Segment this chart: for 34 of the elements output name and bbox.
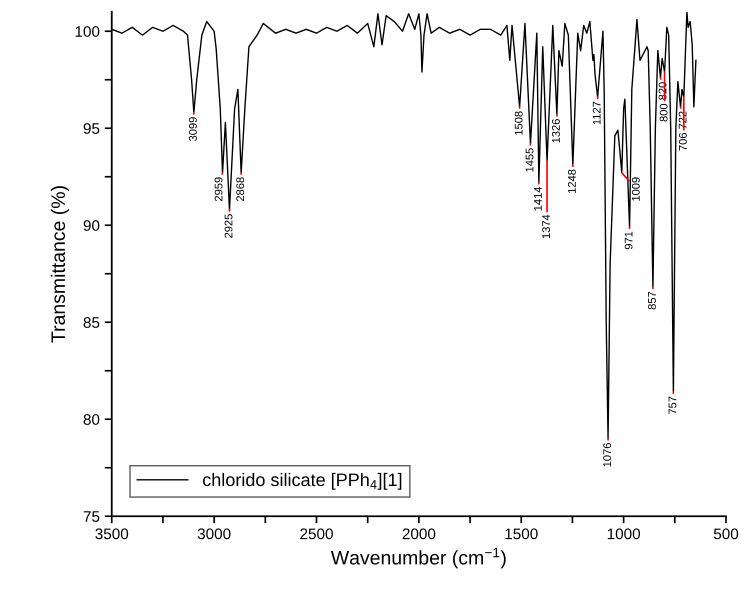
annotation: 800 (660, 104, 668, 122)
annotation: 706 (678, 133, 687, 150)
x-tick-label: 500 (714, 528, 738, 540)
annotation: 1508 (514, 111, 523, 135)
annotation: 1009 (632, 177, 640, 201)
annotation: 2868 (236, 177, 244, 202)
annotation: 1326 (552, 119, 560, 143)
annotation: 2959 (214, 177, 222, 202)
annotation: 1248 (568, 170, 576, 193)
y-axis-title: Transmittance (%) (50, 186, 69, 343)
y-tick-label: 75 (84, 511, 100, 522)
annotation: 757 (668, 396, 676, 414)
annotation: 3099 (188, 117, 197, 142)
y-tick-label: 90 (84, 220, 100, 231)
y-tick-label: 100 (76, 26, 100, 37)
annotation: 1374 (542, 214, 550, 238)
annotation: 1414 (534, 186, 542, 210)
x-tick-label: 1000 (608, 528, 640, 540)
annotation: 1076 (603, 443, 612, 466)
annotation: 1455 (526, 148, 534, 172)
x-tick-label: 3500 (95, 528, 128, 540)
x-axis-title: Wavenumber (cm$^{−1}$) (330, 548, 506, 568)
annotation: 857 (648, 292, 656, 310)
y-tick-label: 95 (84, 123, 100, 134)
x-tick-label: 3000 (198, 528, 231, 540)
legend-label: chlorido silicate [PPh$_{4}$][1] (202, 472, 402, 490)
x-tick-label: 2000 (402, 528, 436, 540)
annotation: 971 (624, 232, 633, 250)
y-tick-label: 80 (84, 414, 100, 425)
annotation: 2925 (224, 214, 232, 238)
x-tick-label: 2500 (300, 528, 333, 540)
y-tick-label: 85 (84, 317, 100, 328)
annotation: 1127 (592, 102, 600, 124)
x-tick-label: 1500 (505, 528, 538, 540)
